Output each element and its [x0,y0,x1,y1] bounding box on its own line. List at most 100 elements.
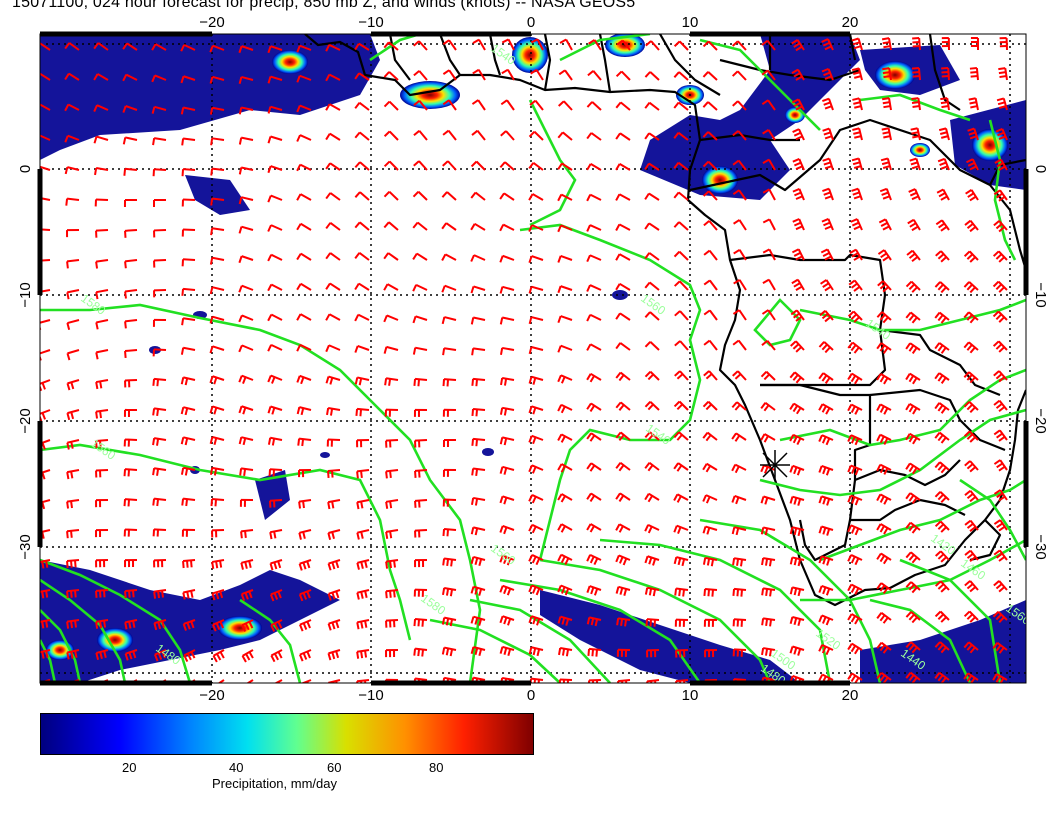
wind-barb [761,647,776,657]
wind-barb [587,647,602,657]
wind-barb [616,39,631,51]
wind-barb [938,127,950,141]
wind-barb [934,372,950,384]
wind-barb [704,649,718,658]
wind-barb [558,678,573,683]
wind-barb [209,44,225,53]
wind-barb [217,679,225,683]
wind-barb [615,461,631,472]
wind-barb [792,128,805,141]
contour-line [469,598,611,683]
wind-barb [818,434,834,446]
wind-barb [847,583,863,595]
wind-barb [180,436,196,446]
wind-barb [267,224,283,232]
wind-barb [909,157,921,171]
wind-barb [968,97,979,111]
wind-barb [209,286,225,295]
wind-barb [557,344,573,353]
wind-barb [93,42,109,51]
wind-barb [586,224,602,232]
wind-barb [356,529,370,540]
wind-barb [182,559,196,569]
wind-barb [441,646,457,657]
wind-barb [615,523,631,533]
wind-barb [414,469,428,478]
wind-barb [528,285,544,294]
wind-barb [586,402,602,413]
wind-barb [124,589,138,599]
wind-barb [296,134,312,142]
wind-barb [238,136,254,145]
wind-barb [911,67,921,81]
wind-barb [615,401,631,411]
wind-barb [644,461,660,472]
contour-line [699,518,882,683]
wind-barb [354,161,370,171]
wind-barb [327,619,341,631]
wind-barb [673,556,689,567]
wind-barb [122,73,138,82]
lat-label-left: −10 [17,282,34,307]
wind-barb [152,348,167,357]
wind-barb [529,99,544,111]
wind-barb [673,280,689,291]
wind-barb [441,253,457,261]
wind-barb [644,132,660,141]
wind-barb [181,228,196,237]
wind-barb [325,192,341,201]
wind-barb [905,641,921,654]
wind-barb [789,464,805,476]
wind-barb [963,371,979,384]
wind-barb [588,39,602,51]
wind-barb [821,67,834,81]
wind-barb [673,191,689,201]
wind-barb [296,44,312,53]
wind-barb [964,519,979,533]
wind-barb [64,134,80,143]
wind-barb [123,468,138,477]
map-title: 15071100, 024 hour forecast for precip, … [12,0,636,11]
wind-barb [616,617,631,627]
wind-barb [760,495,776,505]
wind-barb [470,585,486,596]
wind-barb [209,375,225,385]
wind-barb [356,589,370,600]
wind-barb [905,611,921,624]
wind-barb [586,254,602,263]
wind-barb [299,619,312,632]
wind-barb [528,130,544,141]
wind-barb [442,557,457,567]
wind-barb [441,222,457,231]
wind-barb [557,162,573,171]
wind-barb [905,280,921,293]
wind-barb [267,405,283,415]
wind-barb [383,41,399,51]
wind-barb [852,97,863,111]
wind-barb [964,549,979,563]
wind-barb [791,98,805,111]
wind-barb [994,158,1008,171]
wind-barb [238,405,254,415]
wind-barb [442,586,457,597]
wind-barb [970,37,979,51]
wind-barb [992,673,1008,683]
wind-barb [852,127,863,141]
wind-barb [238,45,254,54]
wind-barb [847,494,863,506]
wind-barb [703,190,718,201]
wind-barb [789,526,805,537]
wind-barb [500,130,515,141]
wind-barb [557,433,573,443]
wind-barb [963,311,979,324]
wind-barb [528,224,544,232]
wind-barb [383,252,399,261]
wind-barb [270,619,283,632]
wind-barb [937,157,950,171]
wind-barb [702,71,718,81]
wind-barb [907,218,921,232]
wind-barb [412,346,428,355]
wind-barb [327,529,341,541]
wind-barb [470,222,486,231]
wind-barb [850,218,863,231]
